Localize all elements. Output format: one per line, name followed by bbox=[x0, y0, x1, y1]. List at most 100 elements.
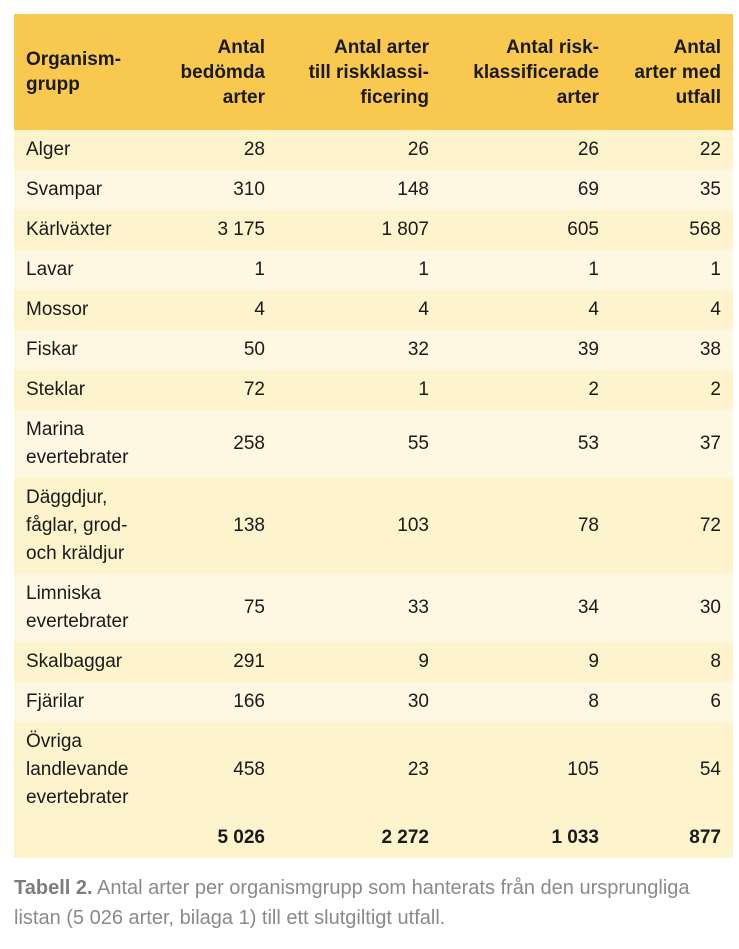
table-row: Skalbaggar 291 9 9 8 bbox=[14, 642, 733, 682]
total-value-cell: 877 bbox=[611, 818, 733, 858]
value-cell: 568 bbox=[611, 210, 733, 250]
value-cell: 1 bbox=[611, 250, 733, 290]
column-header-4: Antal arter med utfall bbox=[611, 14, 733, 130]
organism-group-name: och kräldjur bbox=[26, 543, 125, 564]
organism-group-cell: Fjärilar bbox=[14, 682, 164, 722]
organism-group-cell: Fiskar bbox=[14, 330, 164, 370]
table-row: Svampar 310 148 69 35 bbox=[14, 170, 733, 210]
column-header-line: arter bbox=[222, 86, 265, 108]
organism-group-cell: Övriga landlevande evertebrater bbox=[14, 722, 164, 818]
value-cell: 53 bbox=[441, 410, 611, 478]
value-cell: 310 bbox=[164, 170, 277, 210]
column-header-0: Organism-grupp bbox=[14, 14, 164, 130]
organism-group-name: fåglar, grod- bbox=[26, 515, 128, 536]
organism-group-name: Lavar bbox=[26, 259, 74, 280]
value-cell: 4 bbox=[277, 290, 441, 330]
value-cell: 103 bbox=[277, 478, 441, 574]
column-header-line: ficering bbox=[360, 86, 429, 108]
organism-group-cell: Limniska evertebrater bbox=[14, 574, 164, 642]
value-cell: 22 bbox=[611, 130, 733, 170]
value-cell: 26 bbox=[277, 130, 441, 170]
header-row: Organism-grupp Antal bedömda arter Antal art… bbox=[14, 14, 733, 130]
organism-group-name: evertebrater bbox=[26, 787, 129, 808]
value-cell: 23 bbox=[277, 722, 441, 818]
column-header-line: utfall bbox=[675, 86, 721, 108]
table-row: Fjärilar 166 30 8 6 bbox=[14, 682, 733, 722]
organism-group-name: Svampar bbox=[26, 179, 103, 200]
value-cell: 1 bbox=[441, 250, 611, 290]
value-cell: 458 bbox=[164, 722, 277, 818]
value-cell: 1 bbox=[164, 250, 277, 290]
value-cell: 148 bbox=[277, 170, 441, 210]
value-cell: 35 bbox=[611, 170, 733, 210]
organism-group-cell: Kärlväxter bbox=[14, 210, 164, 250]
value-cell: 1 bbox=[277, 370, 441, 410]
column-header-1: Antal bedömda arter bbox=[164, 14, 277, 130]
organism-group-name: Limniska bbox=[26, 583, 101, 604]
value-cell: 50 bbox=[164, 330, 277, 370]
totals-label-cell bbox=[14, 818, 164, 858]
table-row: Övriga landlevande evertebrater 458 23 105 54 bbox=[14, 722, 733, 818]
organism-group-name: Steklar bbox=[26, 379, 86, 400]
value-cell: 6 bbox=[611, 682, 733, 722]
organism-group-name: Skalbaggar bbox=[26, 651, 123, 672]
table-row: Limniska evertebrater 75 33 34 30 bbox=[14, 574, 733, 642]
column-header-line: till riskklassi- bbox=[308, 61, 429, 83]
value-cell: 9 bbox=[441, 642, 611, 682]
organism-group-name: Alger bbox=[26, 139, 71, 160]
table-row: Steklar 72 1 2 2 bbox=[14, 370, 733, 410]
column-header-line: klassificerade bbox=[473, 61, 599, 83]
value-cell: 30 bbox=[611, 574, 733, 642]
value-cell: 291 bbox=[164, 642, 277, 682]
value-cell: 39 bbox=[441, 330, 611, 370]
column-header-line: Organism- bbox=[26, 49, 122, 70]
value-cell: 72 bbox=[164, 370, 277, 410]
table-row: Mossor 4 4 4 4 bbox=[14, 290, 733, 330]
column-header-line: grupp bbox=[26, 74, 80, 95]
column-header-line: Antal risk- bbox=[506, 36, 599, 58]
table-row: Marina evertebrater 258 55 53 37 bbox=[14, 410, 733, 478]
organism-group-cell: Svampar bbox=[14, 170, 164, 210]
value-cell: 30 bbox=[277, 682, 441, 722]
value-cell: 1 807 bbox=[277, 210, 441, 250]
value-cell: 38 bbox=[611, 330, 733, 370]
value-cell: 2 bbox=[441, 370, 611, 410]
value-cell: 33 bbox=[277, 574, 441, 642]
table-row: Alger 28 26 26 22 bbox=[14, 130, 733, 170]
total-value-cell: 5 026 bbox=[164, 818, 277, 858]
column-header-line: Antal bbox=[673, 36, 722, 58]
value-cell: 55 bbox=[277, 410, 441, 478]
value-cell: 72 bbox=[611, 478, 733, 574]
value-cell: 69 bbox=[441, 170, 611, 210]
column-header-line: Antal arter bbox=[333, 36, 429, 58]
column-header-line: Antal bbox=[217, 36, 266, 58]
caption-label: Tabell 2. bbox=[14, 877, 93, 899]
organism-group-name: evertebrater bbox=[26, 611, 129, 632]
organism-group-name: Övriga bbox=[26, 731, 82, 752]
value-cell: 605 bbox=[441, 210, 611, 250]
species-table: Organism-grupp Antal bedömda arter Antal art… bbox=[14, 14, 733, 858]
organism-group-cell: Alger bbox=[14, 130, 164, 170]
value-cell: 28 bbox=[164, 130, 277, 170]
table-row: Däggdjur, fåglar, grod-och kräldjur 138 103… bbox=[14, 478, 733, 574]
organism-group-name: Kärlväxter bbox=[26, 219, 112, 240]
value-cell: 8 bbox=[441, 682, 611, 722]
organism-group-name: landlevande bbox=[26, 759, 129, 780]
totals-row: 5 026 2 272 1 033 877 bbox=[14, 818, 733, 858]
column-header-3: Antal risk-klassificerade arter bbox=[441, 14, 611, 130]
organism-group-cell: Lavar bbox=[14, 250, 164, 290]
total-value-cell: 1 033 bbox=[441, 818, 611, 858]
organism-group-name: Fiskar bbox=[26, 339, 78, 360]
organism-group-name: Mossor bbox=[26, 299, 89, 320]
table-row: Kärlväxter 3 175 1 807 605 568 bbox=[14, 210, 733, 250]
organism-group-cell: Skalbaggar bbox=[14, 642, 164, 682]
value-cell: 258 bbox=[164, 410, 277, 478]
table-row: Lavar 1 1 1 1 bbox=[14, 250, 733, 290]
value-cell: 32 bbox=[277, 330, 441, 370]
value-cell: 4 bbox=[441, 290, 611, 330]
value-cell: 4 bbox=[611, 290, 733, 330]
value-cell: 34 bbox=[441, 574, 611, 642]
value-cell: 166 bbox=[164, 682, 277, 722]
table-header: Organism-grupp Antal bedömda arter Antal art… bbox=[14, 14, 733, 130]
value-cell: 2 bbox=[611, 370, 733, 410]
